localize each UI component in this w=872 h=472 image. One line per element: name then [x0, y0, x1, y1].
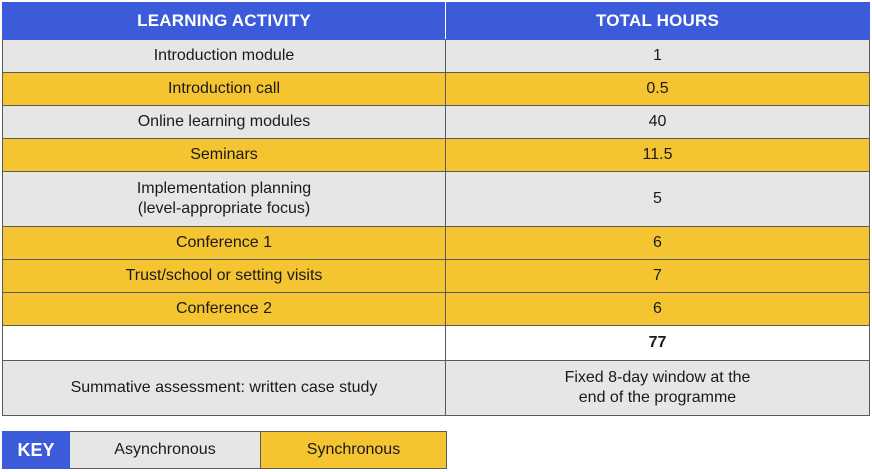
activity-line: (level-appropriate focus) [137, 200, 311, 217]
table-row: Introduction call 0.5 [2, 72, 870, 106]
assessment-hours-line: Fixed 8-day window at the [564, 369, 751, 386]
table-row: Implementation planning (level-appropria… [2, 171, 870, 227]
activity-cell: Introduction call [2, 72, 446, 106]
activity-cell: Trust/school or setting visits [2, 259, 446, 293]
key-label: KEY [2, 431, 70, 469]
assessment-hours-line: end of the programme [578, 389, 737, 406]
hours-cell: 7 [445, 259, 870, 293]
hours-cell: 40 [445, 105, 870, 139]
activity-cell: Introduction module [2, 39, 446, 73]
activity-cell: Conference 1 [2, 226, 446, 260]
table-row: Introduction module 1 [2, 39, 870, 73]
activity-cell: Conference 2 [2, 292, 446, 326]
key-synchronous: Synchronous [260, 431, 447, 469]
key-legend: KEY Asynchronous Synchronous [2, 431, 447, 469]
table-row: Conference 2 6 [2, 292, 870, 326]
assessment-activity-cell: Summative assessment: written case study [2, 360, 446, 416]
table-header-row: LEARNING ACTIVITY TOTAL HOURS [2, 2, 870, 40]
assessment-hours-cell: Fixed 8-day window at the end of the pro… [445, 360, 870, 416]
table-row: Seminars 11.5 [2, 138, 870, 172]
header-learning-activity: LEARNING ACTIVITY [2, 2, 446, 40]
activity-cell: Online learning modules [2, 105, 446, 139]
table-row: Online learning modules 40 [2, 105, 870, 139]
learning-hours-table: LEARNING ACTIVITY TOTAL HOURS Introducti… [2, 2, 870, 416]
activity-cell: Seminars [2, 138, 446, 172]
hours-cell: 0.5 [445, 72, 870, 106]
activity-cell: Implementation planning (level-appropria… [2, 171, 446, 227]
activity-line: Implementation planning [136, 180, 312, 197]
hours-cell: 6 [445, 226, 870, 260]
hours-cell: 11.5 [445, 138, 870, 172]
assessment-row: Summative assessment: written case study… [2, 360, 870, 416]
total-row: 77 [2, 325, 870, 361]
table-row: Trust/school or setting visits 7 [2, 259, 870, 293]
hours-cell: 1 [445, 39, 870, 73]
total-hours-cell: 77 [445, 325, 870, 361]
key-asynchronous: Asynchronous [69, 431, 261, 469]
table-row: Conference 1 6 [2, 226, 870, 260]
hours-cell: 5 [445, 171, 870, 227]
hours-cell: 6 [445, 292, 870, 326]
total-label-cell [2, 325, 446, 361]
header-total-hours: TOTAL HOURS [445, 2, 870, 40]
